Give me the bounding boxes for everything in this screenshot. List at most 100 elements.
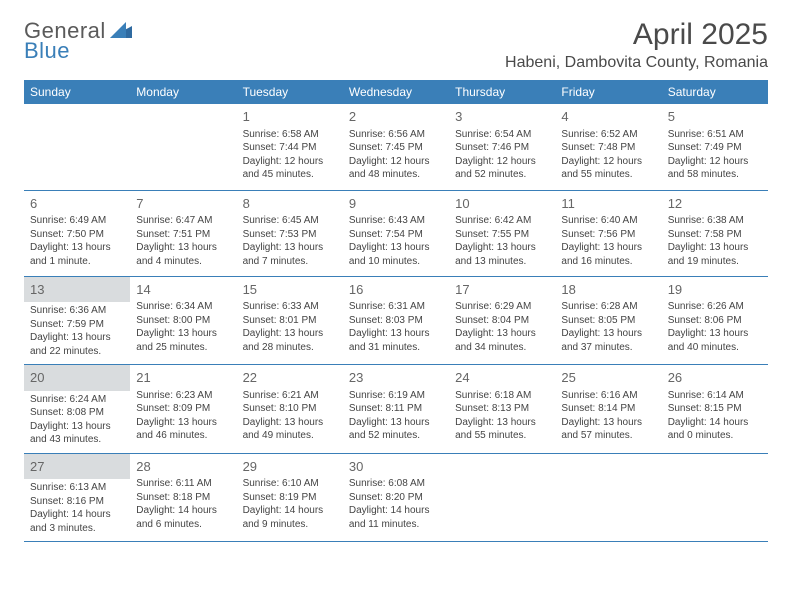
day-info: Sunrise: 6:10 AMSunset: 8:19 PMDaylight:… bbox=[243, 477, 337, 531]
day-info-line: Sunset: 8:03 PM bbox=[349, 314, 443, 328]
day-info-line: Daylight: 13 hours and 7 minutes. bbox=[243, 241, 337, 268]
day-info-line: Daylight: 12 hours and 55 minutes. bbox=[561, 155, 655, 182]
day-info: Sunrise: 6:24 AMSunset: 8:08 PMDaylight:… bbox=[30, 393, 124, 447]
day-number: 25 bbox=[561, 369, 655, 387]
day-info: Sunrise: 6:14 AMSunset: 8:15 PMDaylight:… bbox=[668, 389, 762, 443]
logo-triangle-icon bbox=[110, 22, 132, 43]
day-info: Sunrise: 6:56 AMSunset: 7:45 PMDaylight:… bbox=[349, 128, 443, 182]
day-cell: 20Sunrise: 6:24 AMSunset: 8:08 PMDayligh… bbox=[24, 365, 130, 454]
day-info-line: Sunrise: 6:11 AM bbox=[136, 477, 230, 491]
day-info-line: Sunset: 8:16 PM bbox=[30, 495, 124, 509]
day-info-line: Sunrise: 6:13 AM bbox=[30, 481, 124, 495]
day-info-line: Daylight: 13 hours and 25 minutes. bbox=[136, 327, 230, 354]
day-info-line: Sunset: 8:05 PM bbox=[561, 314, 655, 328]
day-info-line: Sunset: 7:55 PM bbox=[455, 228, 549, 242]
day-header: Monday bbox=[130, 80, 236, 104]
day-info-line: Sunrise: 6:28 AM bbox=[561, 300, 655, 314]
day-info-line: Sunrise: 6:52 AM bbox=[561, 128, 655, 142]
day-number: 22 bbox=[243, 369, 337, 387]
day-info-line: Sunset: 7:56 PM bbox=[561, 228, 655, 242]
calendar-week-row: 1Sunrise: 6:58 AMSunset: 7:44 PMDaylight… bbox=[24, 104, 768, 190]
day-cell: 28Sunrise: 6:11 AMSunset: 8:18 PMDayligh… bbox=[130, 453, 236, 542]
day-cell: 2Sunrise: 6:56 AMSunset: 7:45 PMDaylight… bbox=[343, 104, 449, 190]
day-info-line: Sunset: 7:54 PM bbox=[349, 228, 443, 242]
day-number: 1 bbox=[243, 108, 337, 126]
day-cell: 17Sunrise: 6:29 AMSunset: 8:04 PMDayligh… bbox=[449, 276, 555, 365]
day-cell: 24Sunrise: 6:18 AMSunset: 8:13 PMDayligh… bbox=[449, 365, 555, 454]
day-info-line: Sunrise: 6:43 AM bbox=[349, 214, 443, 228]
day-cell: 26 Sunrise: 6:14 AMSunset: 8:15 PMDayligh… bbox=[662, 365, 768, 454]
day-number: 18 bbox=[561, 281, 655, 299]
day-cell: 16Sunrise: 6:31 AMSunset: 8:03 PMDayligh… bbox=[343, 276, 449, 365]
day-info-line: Sunset: 8:01 PM bbox=[243, 314, 337, 328]
day-number: 4 bbox=[561, 108, 655, 126]
day-cell: 11Sunrise: 6:40 AMSunset: 7:56 PMDayligh… bbox=[555, 190, 661, 276]
day-info: Sunrise: 6:23 AMSunset: 8:09 PMDaylight:… bbox=[136, 389, 230, 443]
day-cell-empty bbox=[24, 104, 130, 190]
day-info-line: Sunset: 7:45 PM bbox=[349, 141, 443, 155]
day-info-line: Sunrise: 6:29 AM bbox=[455, 300, 549, 314]
day-cell: 23Sunrise: 6:19 AMSunset: 8:11 PMDayligh… bbox=[343, 365, 449, 454]
calendar-table: SundayMondayTuesdayWednesdayThursdayFrid… bbox=[24, 80, 768, 542]
day-info-line: Sunset: 8:04 PM bbox=[455, 314, 549, 328]
day-info-line: Daylight: 13 hours and 13 minutes. bbox=[455, 241, 549, 268]
day-info-line: Sunrise: 6:26 AM bbox=[668, 300, 762, 314]
day-info-line: Sunset: 8:11 PM bbox=[349, 402, 443, 416]
day-info: Sunrise: 6:54 AMSunset: 7:46 PMDaylight:… bbox=[455, 128, 549, 182]
day-info-line: Sunrise: 6:08 AM bbox=[349, 477, 443, 491]
day-info: Sunrise: 6:31 AMSunset: 8:03 PMDaylight:… bbox=[349, 300, 443, 354]
day-info-line: Daylight: 14 hours and 0 minutes. bbox=[668, 416, 762, 443]
day-header: Sunday bbox=[24, 80, 130, 104]
day-info-line: Daylight: 13 hours and 16 minutes. bbox=[561, 241, 655, 268]
day-cell: 18Sunrise: 6:28 AMSunset: 8:05 PMDayligh… bbox=[555, 276, 661, 365]
day-cell: 5Sunrise: 6:51 AMSunset: 7:49 PMDaylight… bbox=[662, 104, 768, 190]
day-number: 10 bbox=[455, 195, 549, 213]
day-info: Sunrise: 6:26 AMSunset: 8:06 PMDaylight:… bbox=[668, 300, 762, 354]
day-info: Sunrise: 6:45 AMSunset: 7:53 PMDaylight:… bbox=[243, 214, 337, 268]
day-header: Friday bbox=[555, 80, 661, 104]
day-info-line: Sunrise: 6:34 AM bbox=[136, 300, 230, 314]
day-cell: 27Sunrise: 6:13 AMSunset: 8:16 PMDayligh… bbox=[24, 453, 130, 542]
day-info: Sunrise: 6:40 AMSunset: 7:56 PMDaylight:… bbox=[561, 214, 655, 268]
day-cell: 29Sunrise: 6:10 AMSunset: 8:19 PMDayligh… bbox=[237, 453, 343, 542]
day-number: 9 bbox=[349, 195, 443, 213]
day-info-line: Daylight: 13 hours and 1 minute. bbox=[30, 241, 124, 268]
day-cell-empty bbox=[449, 453, 555, 542]
day-info-line: Sunrise: 6:49 AM bbox=[30, 214, 124, 228]
location-text: Habeni, Dambovita County, Romania bbox=[505, 54, 768, 72]
day-info-line: Sunrise: 6:19 AM bbox=[349, 389, 443, 403]
day-info-line: Sunrise: 6:58 AM bbox=[243, 128, 337, 142]
day-info-line: Daylight: 13 hours and 57 minutes. bbox=[561, 416, 655, 443]
month-title: April 2025 bbox=[505, 18, 768, 52]
day-info-line: Sunrise: 6:51 AM bbox=[668, 128, 762, 142]
day-info-line: Sunset: 8:18 PM bbox=[136, 491, 230, 505]
day-header: Wednesday bbox=[343, 80, 449, 104]
day-cell: 9Sunrise: 6:43 AMSunset: 7:54 PMDaylight… bbox=[343, 190, 449, 276]
day-info-line: Daylight: 14 hours and 9 minutes. bbox=[243, 504, 337, 531]
day-cell: 14Sunrise: 6:34 AMSunset: 8:00 PMDayligh… bbox=[130, 276, 236, 365]
day-number: 27 bbox=[30, 458, 124, 476]
day-number: 3 bbox=[455, 108, 549, 126]
day-cell: 4 Sunrise: 6:52 AMSunset: 7:48 PMDaylight… bbox=[555, 104, 661, 190]
day-number: 17 bbox=[455, 281, 549, 299]
day-info-line: Sunset: 8:19 PM bbox=[243, 491, 337, 505]
day-info: Sunrise: 6:19 AMSunset: 8:11 PMDaylight:… bbox=[349, 389, 443, 443]
calendar-week-row: 20Sunrise: 6:24 AMSunset: 8:08 PMDayligh… bbox=[24, 365, 768, 454]
logo: General Blue bbox=[24, 18, 132, 64]
day-info-line: Sunset: 7:48 PM bbox=[561, 141, 655, 155]
day-info-line: Sunset: 8:09 PM bbox=[136, 402, 230, 416]
day-info: Sunrise: 6:47 AMSunset: 7:51 PMDaylight:… bbox=[136, 214, 230, 268]
day-number: 6 bbox=[30, 195, 124, 213]
calendar-week-row: 13Sunrise: 6:36 AMSunset: 7:59 PMDayligh… bbox=[24, 276, 768, 365]
day-info-line: Sunset: 8:20 PM bbox=[349, 491, 443, 505]
day-number: 26 bbox=[668, 369, 762, 387]
calendar-header: SundayMondayTuesdayWednesdayThursdayFrid… bbox=[24, 80, 768, 104]
day-info-line: Daylight: 12 hours and 48 minutes. bbox=[349, 155, 443, 182]
day-info-line: Sunrise: 6:40 AM bbox=[561, 214, 655, 228]
day-info-line: Sunset: 8:08 PM bbox=[30, 406, 124, 420]
day-number: 16 bbox=[349, 281, 443, 299]
day-header: Saturday bbox=[662, 80, 768, 104]
day-info-line: Sunrise: 6:54 AM bbox=[455, 128, 549, 142]
day-info: Sunrise: 6:52 AMSunset: 7:48 PMDaylight:… bbox=[561, 128, 655, 182]
day-number: 15 bbox=[243, 281, 337, 299]
